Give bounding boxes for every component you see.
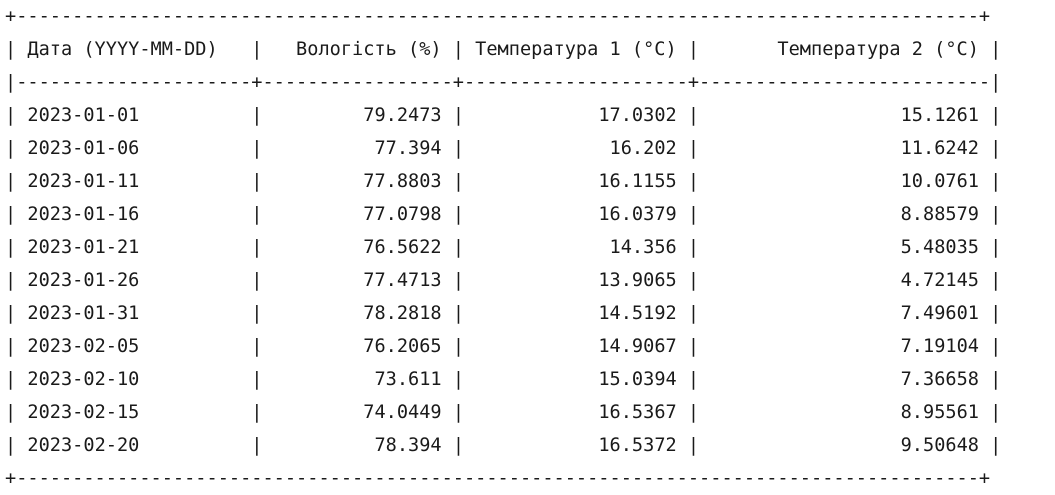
table-cell: 77.4713 [262,270,453,291]
table-cell: 2023-01-21 [16,237,252,258]
table-cell: 2023-01-31 [16,303,252,324]
table-border-bottom: +---------------------------------------… [5,468,991,489]
table-cell: 14.5192 [464,303,688,324]
table-cell: 2023-01-26 [16,270,252,291]
table-row: | 2023-01-16 | 77.0798 | 16.0379 | 8.885… [5,204,1002,225]
table-cell: 2023-01-11 [16,171,252,192]
table-cell: 16.202 [464,138,688,159]
table-cell: 73.611 [262,369,453,390]
table-cell: 2023-02-15 [16,402,252,423]
table-cell: 76.5622 [262,237,453,258]
table-cell: 8.88579 [699,204,991,225]
table-cell: 2023-02-20 [16,435,252,456]
terminal-output: +---------------------------------------… [5,0,1001,495]
table-cell: 15.1261 [699,105,991,126]
table-row: | 2023-02-05 | 76.2065 | 14.9067 | 7.191… [5,336,1002,357]
table-cell: 14.356 [464,237,688,258]
table-body: | 2023-01-01 | 79.2473 | 17.0302 | 15.12… [5,99,1001,462]
table-cell: 77.0798 [262,204,453,225]
table-cell: 78.2818 [262,303,453,324]
table-cell: 4.72145 [699,270,991,291]
table-cell: 2023-02-10 [16,369,252,390]
table-cell: 9.50648 [699,435,991,456]
table-cell: 76.2065 [262,336,453,357]
table-cell: 77.8803 [262,171,453,192]
table-cell: 74.0449 [262,402,453,423]
table-cell: 8.95561 [699,402,991,423]
table-border-top: +---------------------------------------… [5,6,991,27]
table-cell: 17.0302 [464,105,688,126]
table-cell: 7.49601 [699,303,991,324]
table-row: | 2023-01-01 | 79.2473 | 17.0302 | 15.12… [5,105,1002,126]
table-cell: 15.0394 [464,369,688,390]
table-cell: 2023-01-01 [16,105,252,126]
table-cell: 13.9065 [464,270,688,291]
table-separator: |---------------------+-----------------… [5,72,1002,93]
table-cell: 10.0761 [699,171,991,192]
table-cell: 7.36658 [699,369,991,390]
table-row: | 2023-01-06 | 77.394 | 16.202 | 11.6242… [5,138,1002,159]
table-cell: 2023-01-16 [16,204,252,225]
table-cell: 78.394 [262,435,453,456]
table-cell: 5.48035 [699,237,991,258]
table-row: | 2023-01-31 | 78.2818 | 14.5192 | 7.496… [5,303,1002,324]
table-row: | 2023-02-20 | 78.394 | 16.5372 | 9.5064… [5,435,1002,456]
table-row: | 2023-02-15 | 74.0449 | 16.5367 | 8.955… [5,402,1002,423]
table-cell: 77.394 [262,138,453,159]
table-cell: 16.1155 [464,171,688,192]
table-cell: 2023-01-06 [16,138,252,159]
table-cell: 11.6242 [699,138,991,159]
table-row: | 2023-01-26 | 77.4713 | 13.9065 | 4.721… [5,270,1002,291]
table-cell: 79.2473 [262,105,453,126]
table-row: | 2023-02-10 | 73.611 | 15.0394 | 7.3665… [5,369,1002,390]
table-cell: 16.0379 [464,204,688,225]
table-row: | 2023-01-11 | 77.8803 | 16.1155 | 10.07… [5,171,1002,192]
table-cell: 7.19104 [699,336,991,357]
table-header-row: | Дата (YYYY-MM-DD) | Вологість (%) | Те… [5,39,1002,60]
table-cell: 14.9067 [464,336,688,357]
table-cell: 16.5372 [464,435,688,456]
table-row: | 2023-01-21 | 76.5622 | 14.356 | 5.4803… [5,237,1002,258]
table-cell: 2023-02-05 [16,336,252,357]
table-cell: 16.5367 [464,402,688,423]
